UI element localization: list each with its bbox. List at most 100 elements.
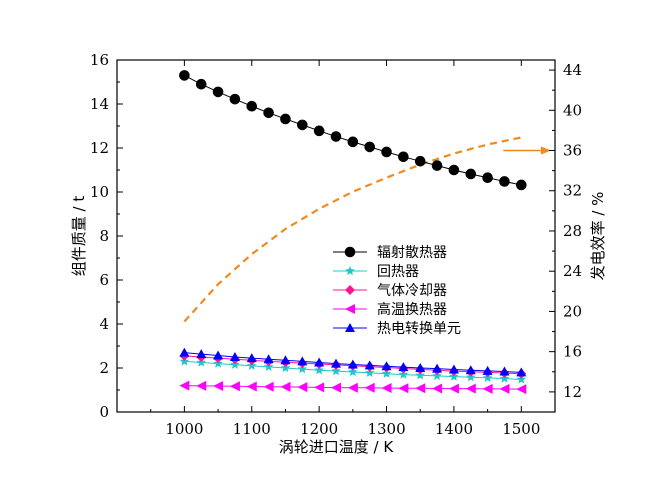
- data-point: [364, 141, 375, 153]
- data-point: [196, 380, 207, 391]
- legend-item: 热电转换单元: [333, 320, 461, 337]
- legend-item: 回热器: [333, 264, 419, 280]
- y2-tick-label: 28: [563, 222, 582, 240]
- legend-label: 辐射散热器: [377, 245, 447, 261]
- data-point: [213, 358, 223, 368]
- data-point: [196, 357, 206, 367]
- data-point: [516, 367, 527, 377]
- y2-tick-label: 36: [563, 142, 582, 160]
- data-point: [398, 362, 409, 372]
- series-circle: [179, 70, 527, 191]
- data-point: [448, 164, 460, 176]
- data-point: [246, 381, 257, 392]
- data-point: [263, 361, 274, 371]
- data-point: [331, 366, 341, 376]
- data-point: [212, 86, 224, 98]
- data-point: [499, 366, 510, 376]
- legend-item: 高温换热器: [333, 301, 447, 318]
- data-point: [344, 246, 356, 258]
- data-point: [364, 367, 375, 377]
- data-point: [280, 363, 291, 373]
- data-point: [381, 361, 392, 371]
- y2-tick-label: 32: [563, 182, 582, 200]
- data-point: [448, 383, 459, 394]
- data-point: [499, 373, 510, 383]
- data-point: [179, 356, 190, 366]
- data-point: [381, 146, 392, 158]
- legend-label: 气体冷却器: [377, 283, 447, 299]
- data-point: [263, 107, 274, 119]
- data-point: [398, 369, 409, 379]
- data-point: [313, 125, 325, 137]
- data-point: [482, 172, 493, 183]
- data-point: [280, 355, 291, 365]
- efficiency-arrow-head: [541, 146, 551, 155]
- data-point: [432, 383, 443, 394]
- data-point: [229, 381, 240, 392]
- data-point: [449, 371, 459, 381]
- data-point: [465, 168, 477, 180]
- data-point: [466, 372, 476, 382]
- data-point: [330, 131, 342, 142]
- data-point: [297, 364, 308, 374]
- data-point: [263, 381, 274, 392]
- data-point: [345, 323, 355, 332]
- data-point: [280, 381, 291, 392]
- data-point: [465, 383, 476, 394]
- y2-axis-label: 发电效率 / %: [589, 192, 607, 281]
- legend-item: 辐射散热器: [333, 245, 447, 261]
- data-point: [516, 179, 527, 191]
- series-line: [184, 74, 522, 186]
- data-point: [314, 365, 324, 375]
- data-point: [331, 358, 341, 368]
- legend-item: 气体冷却器: [333, 283, 447, 299]
- y-tick-label: 14: [90, 95, 109, 113]
- y-tick-label: 0: [99, 403, 109, 421]
- data-point: [448, 364, 459, 374]
- data-point: [247, 360, 257, 370]
- data-point: [314, 357, 325, 367]
- y2-tick-label: 20: [563, 302, 582, 320]
- data-point: [196, 349, 207, 359]
- data-point: [297, 119, 308, 131]
- data-point: [297, 382, 308, 393]
- data-point: [179, 380, 190, 391]
- data-point: [195, 78, 207, 90]
- data-point: [179, 347, 190, 357]
- y2-tick-label: 24: [563, 262, 582, 280]
- series-star: [179, 356, 527, 384]
- x-axis-label: 涡轮进口温度 / K: [279, 438, 395, 456]
- y2-tick-label: 40: [563, 101, 582, 119]
- data-point: [263, 354, 274, 364]
- data-point: [364, 382, 375, 393]
- data-point: [415, 370, 425, 380]
- data-point: [415, 363, 426, 372]
- data-point: [229, 93, 241, 105]
- data-point: [229, 352, 240, 361]
- data-point: [331, 382, 341, 393]
- efficiency-series: [183, 136, 551, 323]
- data-point: [364, 360, 375, 370]
- data-point: [381, 368, 392, 378]
- legend-label: 高温换热器: [377, 301, 447, 318]
- x-tick-label: 1100: [233, 420, 271, 438]
- y-axis-label: 组件质量 / t: [70, 196, 88, 277]
- y-tick-label: 8: [99, 227, 109, 245]
- data-point: [465, 365, 476, 375]
- mass-series: [179, 70, 527, 395]
- data-point: [398, 383, 409, 394]
- y-tick-label: 10: [90, 183, 109, 201]
- data-point: [482, 383, 493, 394]
- data-point: [499, 176, 510, 187]
- data-point: [414, 155, 426, 167]
- y-tick-label: 2: [99, 359, 109, 377]
- data-point: [499, 383, 510, 394]
- data-point: [345, 304, 355, 314]
- efficiency-line: [183, 136, 522, 323]
- data-point: [347, 359, 358, 369]
- axes: 1000 1100 1200 1300 1400 15000246810121416121…: [90, 51, 582, 438]
- data-point: [381, 383, 392, 394]
- y2-tick-label: 12: [563, 383, 582, 401]
